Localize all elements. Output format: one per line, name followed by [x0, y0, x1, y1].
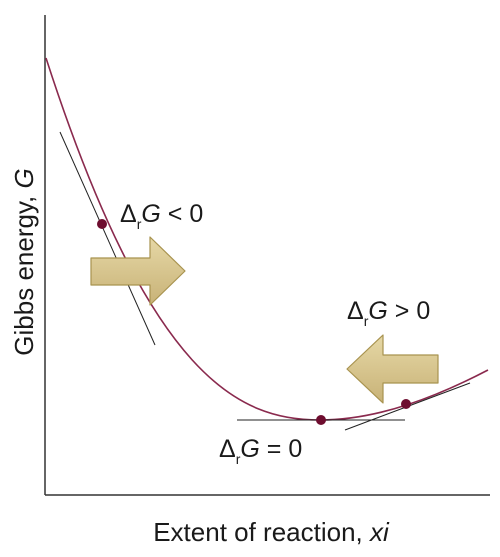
- tangent-line-left: [59, 131, 156, 346]
- point-equilibrium: [316, 415, 326, 425]
- annotation-delta-g-negative: ΔrG < 0: [120, 200, 203, 232]
- annotation-delta-g-positive: ΔrG > 0: [347, 297, 430, 329]
- arrow-left-icon: [346, 334, 439, 404]
- gibbs-energy-curve: [45, 57, 489, 421]
- point-left: [97, 219, 107, 229]
- point-right: [401, 399, 411, 409]
- annotation-delta-g-zero: ΔrG = 0: [219, 435, 302, 467]
- arrow-right-icon: [90, 236, 186, 306]
- x-axis-title: Extent of reaction, xi: [153, 517, 390, 547]
- y-axis-title: Gibbs energy, G: [9, 168, 39, 355]
